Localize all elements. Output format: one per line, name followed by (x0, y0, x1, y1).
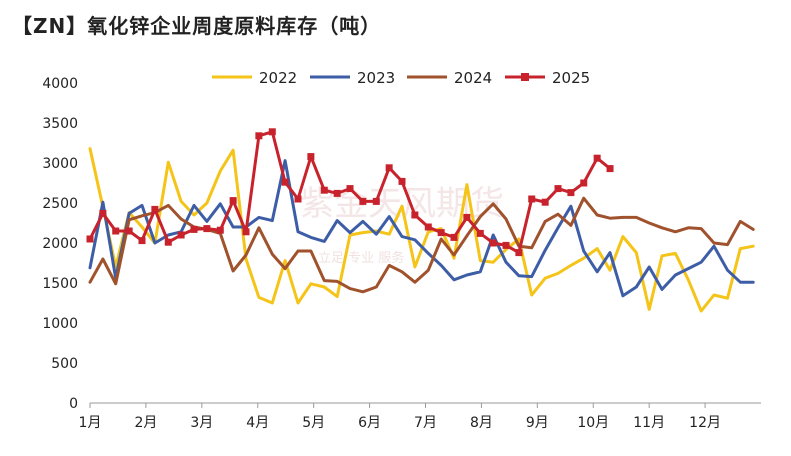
data-point-2025 (138, 237, 146, 245)
x-tick-label: 12月 (689, 415, 721, 431)
x-tick-label: 9月 (526, 415, 549, 431)
data-point-2025 (307, 153, 315, 161)
data-point-2025 (411, 211, 419, 219)
data-point-2025 (554, 185, 562, 193)
data-point-2025 (216, 226, 224, 234)
series-2022 (88, 147, 755, 313)
data-point-2025 (151, 205, 159, 213)
legend-item-2025: 2025 (505, 69, 590, 87)
y-tick-label: 1000 (42, 316, 78, 332)
data-point-2025 (528, 195, 536, 203)
data-point-2025 (99, 209, 107, 217)
x-tick-label: 10月 (577, 415, 609, 431)
data-point-2025 (242, 228, 250, 236)
x-tick-label: 7月 (414, 415, 437, 431)
data-point-2025 (541, 198, 549, 206)
data-point-2025 (593, 154, 601, 162)
x-tick-label: 4月 (246, 415, 269, 431)
y-tick-label: 500 (51, 356, 78, 372)
x-tick-label: 1月 (79, 415, 102, 431)
y-tick-label: 4000 (42, 76, 78, 92)
data-point-2025 (476, 229, 484, 237)
series-group (86, 128, 755, 313)
data-point-2025 (229, 197, 237, 205)
legend-label-2025: 2025 (552, 69, 590, 87)
data-point-2025 (515, 249, 523, 257)
data-point-2025 (398, 177, 406, 185)
series-line-2022 (88, 147, 755, 313)
data-point-2025 (372, 197, 380, 205)
data-point-2025 (320, 186, 328, 194)
data-point-2025 (437, 229, 445, 237)
legend-label-2023: 2023 (357, 69, 395, 87)
y-tick-label: 2500 (42, 196, 78, 212)
legend-item-2022: 2022 (212, 69, 297, 87)
data-point-2025 (164, 238, 172, 246)
axes: 0 500 1000 1500 2000 2500 3000 3500 4000 1月 2月 3月 4月… (42, 76, 761, 431)
series-2023 (88, 159, 755, 298)
data-point-2025 (333, 189, 341, 197)
x-tick-label: 6月 (358, 415, 381, 431)
data-point-2025 (385, 164, 393, 172)
data-point-2025 (281, 178, 289, 186)
chart-title: 【ZN】氧化锌企业周度原料库存（吨） (12, 14, 382, 38)
data-point-2025 (606, 165, 614, 173)
x-tick-label: 8月 (470, 415, 493, 431)
y-tick-label: 3500 (42, 116, 78, 132)
data-point-2025 (177, 231, 185, 239)
legend-item-2023: 2023 (310, 69, 395, 87)
data-point-2025 (463, 213, 471, 221)
legend-item-2024: 2024 (407, 69, 492, 87)
data-point-2025 (346, 185, 354, 193)
data-point-2025 (359, 197, 367, 205)
x-tick-label: 11月 (633, 415, 665, 431)
watermark-subtext: 立足 专业 服务 (318, 250, 404, 266)
data-point-2025 (268, 128, 276, 136)
data-point-2025 (203, 225, 211, 233)
data-point-2025 (190, 225, 198, 233)
y-tick-label: 3000 (42, 156, 78, 172)
data-point-2025 (86, 235, 94, 243)
series-2025 (86, 128, 614, 257)
y-tick-label: 1500 (42, 276, 78, 292)
data-point-2025 (450, 233, 458, 241)
data-point-2025 (424, 223, 432, 231)
data-point-2025 (294, 195, 302, 203)
legend-label-2024: 2024 (454, 69, 492, 87)
data-point-2025 (112, 227, 120, 235)
data-point-2025 (255, 132, 263, 140)
data-point-2025 (502, 241, 510, 249)
y-tick-label: 2000 (42, 236, 78, 252)
legend: 2022 2023 2024 2025 (212, 69, 590, 87)
legend-label-2022: 2022 (259, 69, 297, 87)
y-tick-label: 0 (69, 396, 78, 412)
legend-marker-2025 (521, 73, 529, 81)
data-point-2025 (125, 227, 133, 235)
series-line-2023 (88, 159, 755, 298)
data-point-2025 (580, 179, 588, 187)
x-tick-label: 2月 (134, 415, 157, 431)
data-point-2025 (567, 189, 575, 197)
x-tick-label: 5月 (302, 415, 325, 431)
data-point-2025 (489, 239, 497, 247)
x-tick-label: 3月 (190, 415, 213, 431)
